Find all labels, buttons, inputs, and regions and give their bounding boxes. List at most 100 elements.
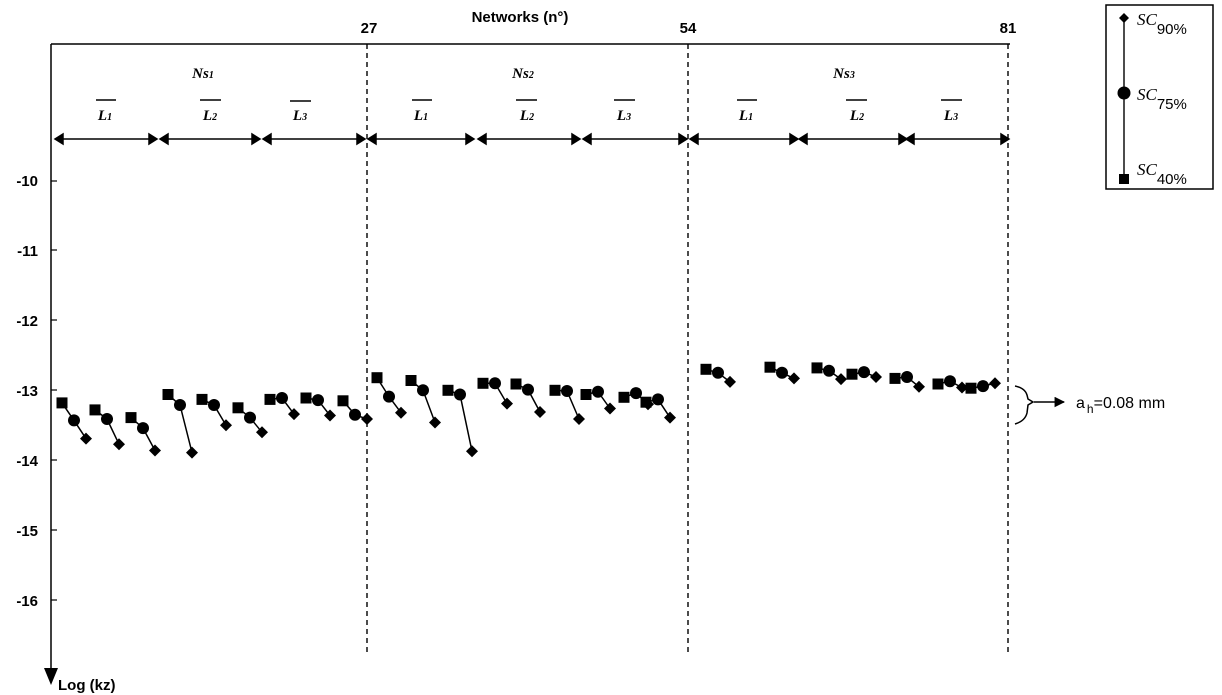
range-arrows [53,132,1011,146]
point-sc40 [442,384,454,396]
point-sc75 [208,399,220,411]
y-tick-label: -13 [16,383,38,400]
point-sc75 [276,392,288,404]
point-sc75 [383,390,395,403]
point-sc90 [724,375,736,388]
point-sc40 [196,393,208,405]
legend-label: SC75% [1137,85,1187,113]
point-sc40 [371,372,383,384]
point-sc40 [125,412,137,424]
point-sc90 [395,406,407,419]
segment-overbars [96,99,962,102]
point-sc40 [337,395,349,407]
point-sc90 [429,416,441,429]
y-tick-label: -15 [16,523,38,540]
point-sc75 [244,411,256,424]
point-sc75 [489,377,501,390]
point-sc75 [630,387,642,400]
point-sc40 [700,363,712,375]
data-series [56,361,1001,459]
point-sc90 [149,444,161,457]
point-sc90 [604,402,616,415]
point-sc40 [232,402,244,414]
point-sc40 [549,384,561,396]
y-ticks [51,180,57,601]
point-sc90 [788,372,800,385]
y-tick-label: -14 [16,453,38,470]
x-tick-label: 81 [1000,20,1017,37]
point-sc75 [977,380,989,393]
point-sc75 [417,384,429,397]
point-sc40 [640,396,652,408]
point-sc75 [901,371,913,383]
point-sc40 [89,404,101,416]
point-sc90 [256,426,268,439]
segment-label: L2 [519,108,534,124]
x-axis-label: Networks (n°) [472,9,569,26]
segment-label: L3 [292,108,307,124]
point-sc40 [764,361,776,373]
annotation-text: a h=0.08 mm [1076,395,1165,416]
legend-marker-circle [1117,86,1131,100]
point-sc90 [220,419,232,432]
point-sc90 [466,445,478,458]
x-tick-label: 27 [361,20,378,37]
point-sc75 [561,385,573,397]
point-sc75 [174,399,186,411]
point-sc40 [811,362,823,374]
segment-label: L3 [616,108,631,124]
point-sc75 [312,394,324,407]
point-sc90 [989,377,1001,390]
y-axis-arrowhead [44,668,58,685]
point-sc75 [652,393,664,406]
point-sc90 [186,446,198,459]
point-sc90 [324,409,336,422]
point-sc40 [618,391,630,403]
x-tick-label: 54 [680,20,697,37]
point-sc90 [501,397,513,410]
y-tick-label: -10 [16,173,38,190]
point-sc90 [80,432,92,445]
y-tick-label: -11 [17,243,38,260]
point-sc40 [510,378,522,390]
point-sc75 [776,366,788,379]
point-sc40 [932,378,944,390]
point-sc40 [846,368,858,380]
point-sc75 [137,422,149,435]
point-sc40 [264,393,276,405]
point-sc75 [68,414,80,427]
legend-marker-square [1119,174,1129,184]
point-sc75 [522,383,534,396]
point-sc75 [858,366,870,379]
point-sc75 [101,413,113,425]
segment-label: L1 [738,108,753,124]
point-sc40 [162,389,174,400]
point-sc75 [712,366,724,379]
legend-label: SC40% [1137,160,1187,188]
section-label: Ns3 [832,66,855,82]
point-sc75 [944,375,956,388]
section-label: Ns1 [191,66,214,82]
point-sc90 [288,408,300,421]
point-sc40 [405,375,417,386]
y-tick-label: -16 [16,593,38,610]
point-sc90 [664,411,676,424]
point-sc90 [573,413,585,425]
point-sc40 [300,392,312,404]
point-sc90 [835,373,847,386]
point-sc40 [965,382,977,394]
segment-label: L1 [413,108,428,124]
point-sc40 [580,389,592,400]
segment-label: L3 [943,108,958,124]
segment-label: L2 [849,108,864,124]
point-sc40 [889,372,901,384]
point-sc90 [870,371,882,383]
segment-label: L2 [202,108,217,124]
point-sc90 [361,413,373,425]
legend-marker-diamond [1119,13,1129,23]
point-sc90 [913,380,925,393]
section-label: Ns2 [511,66,534,82]
y-axis-label: Log (kz) [58,677,116,694]
segment-label: L1 [97,108,112,124]
